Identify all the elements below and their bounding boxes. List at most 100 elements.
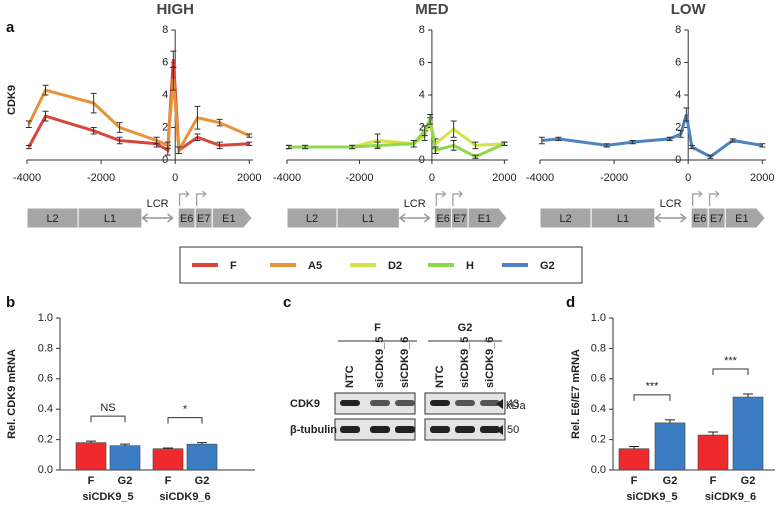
gene-label: LCR xyxy=(404,198,426,210)
gene-label: E1 xyxy=(478,213,491,225)
y-tick-label: 2 xyxy=(162,121,168,133)
group-label: siCDK9_6 xyxy=(159,491,210,503)
y-tick-label: 8 xyxy=(675,24,681,36)
error-bar xyxy=(374,141,381,150)
error-bar xyxy=(743,393,753,398)
error-bar xyxy=(90,127,97,135)
x-tick-label: -4000 xyxy=(526,172,554,184)
y-tick-label: 0.4 xyxy=(591,403,606,415)
gene-segment xyxy=(467,207,508,229)
gene-label: E6 xyxy=(436,213,449,225)
error-bar xyxy=(603,143,610,148)
significance-bracket xyxy=(633,394,671,401)
gene-label: LCR xyxy=(660,198,682,210)
group-label: siCDK9_6 xyxy=(705,491,756,503)
gene-segment xyxy=(724,207,766,229)
legend-label: D2 xyxy=(388,260,402,272)
error-bar xyxy=(285,144,292,150)
band xyxy=(430,426,450,433)
gene-label: L1 xyxy=(617,213,629,225)
gene-label: L1 xyxy=(104,213,116,225)
promoter-arrow xyxy=(179,190,190,206)
band xyxy=(395,400,415,406)
error-bar xyxy=(170,66,177,91)
gene-label: LCR xyxy=(147,198,169,210)
error-bar xyxy=(759,143,766,148)
y-tick-label: 2 xyxy=(675,121,681,133)
x-tick-label: 0 xyxy=(429,172,435,184)
error-bar xyxy=(302,144,309,150)
legend-label: F xyxy=(230,260,237,272)
kda-label: 43 xyxy=(507,398,519,410)
error-bar xyxy=(246,133,253,138)
gene-label: E7 xyxy=(710,213,723,225)
error-bar xyxy=(666,136,673,141)
error-bar xyxy=(116,122,123,133)
legend-label: G2 xyxy=(540,260,555,272)
y-tick-label: 0.2 xyxy=(591,434,606,446)
bar xyxy=(75,442,107,471)
x-tick-label: 2000 xyxy=(237,172,261,184)
gene-label: E7 xyxy=(197,213,210,225)
x-tick-label: F xyxy=(710,475,717,487)
error-bar xyxy=(197,442,207,445)
legend-box xyxy=(179,246,583,284)
significance-bracket xyxy=(712,368,749,375)
error-bar xyxy=(216,118,223,127)
error-bar xyxy=(216,141,223,150)
chart-title: MED xyxy=(415,1,449,18)
error-bar xyxy=(432,146,439,154)
y-tick-label: 0.0 xyxy=(38,464,53,476)
band xyxy=(340,426,360,433)
gene-label: L2 xyxy=(46,213,58,225)
band xyxy=(430,400,450,406)
y-tick-label: 2 xyxy=(419,121,425,133)
y-tick-label: 0.6 xyxy=(591,373,606,385)
x-tick-label: G2 xyxy=(663,475,678,487)
series-line xyxy=(541,114,763,159)
error-bar xyxy=(86,440,96,443)
chart-title: LOW xyxy=(671,1,707,18)
gene-label: L2 xyxy=(306,213,318,225)
significance-bracket xyxy=(90,415,126,423)
y-tick-label: 8 xyxy=(419,24,425,36)
y-tick-label: 6 xyxy=(675,56,681,68)
error-bar xyxy=(707,154,714,159)
legend-label: H xyxy=(466,260,474,272)
error-bar xyxy=(25,120,32,128)
promoter-arrow xyxy=(435,190,447,206)
y-axis-label: Rel. CDK9 mRNA xyxy=(6,349,18,439)
bar xyxy=(732,396,764,471)
band xyxy=(455,400,475,406)
y-tick-label: 0.4 xyxy=(38,403,53,415)
x-tick-label: F xyxy=(165,475,172,487)
lcr-arrow xyxy=(654,213,687,223)
error-bar xyxy=(90,92,97,114)
series-line xyxy=(27,78,250,156)
error-bar xyxy=(683,107,690,122)
error-bar xyxy=(629,445,639,449)
error-bar xyxy=(164,141,171,150)
lcr-arrow xyxy=(398,213,431,223)
y-tick-label: 0.8 xyxy=(38,342,53,354)
group-label: siCDK9_5 xyxy=(82,491,133,503)
panel-label: c xyxy=(283,294,291,311)
error-bar xyxy=(629,140,636,145)
lane-label: siCDK9_5 xyxy=(459,337,471,388)
error-bar xyxy=(472,141,479,150)
error-bar xyxy=(42,84,49,96)
error-bar xyxy=(194,105,201,130)
panel-label: b xyxy=(6,294,15,311)
x-tick-label: 0 xyxy=(172,172,178,184)
significance-label: NS xyxy=(100,402,115,414)
y-axis-label: Rel. E6/E7 mRNA xyxy=(570,349,582,439)
band xyxy=(395,426,415,433)
x-tick-label: -4000 xyxy=(273,172,301,184)
error-bar xyxy=(25,144,32,150)
y-tick-label: 4 xyxy=(419,89,425,101)
error-bar xyxy=(194,133,201,141)
y-tick-label: 0.0 xyxy=(591,464,606,476)
lane-label: NTC xyxy=(344,365,356,388)
error-bar xyxy=(421,125,428,137)
